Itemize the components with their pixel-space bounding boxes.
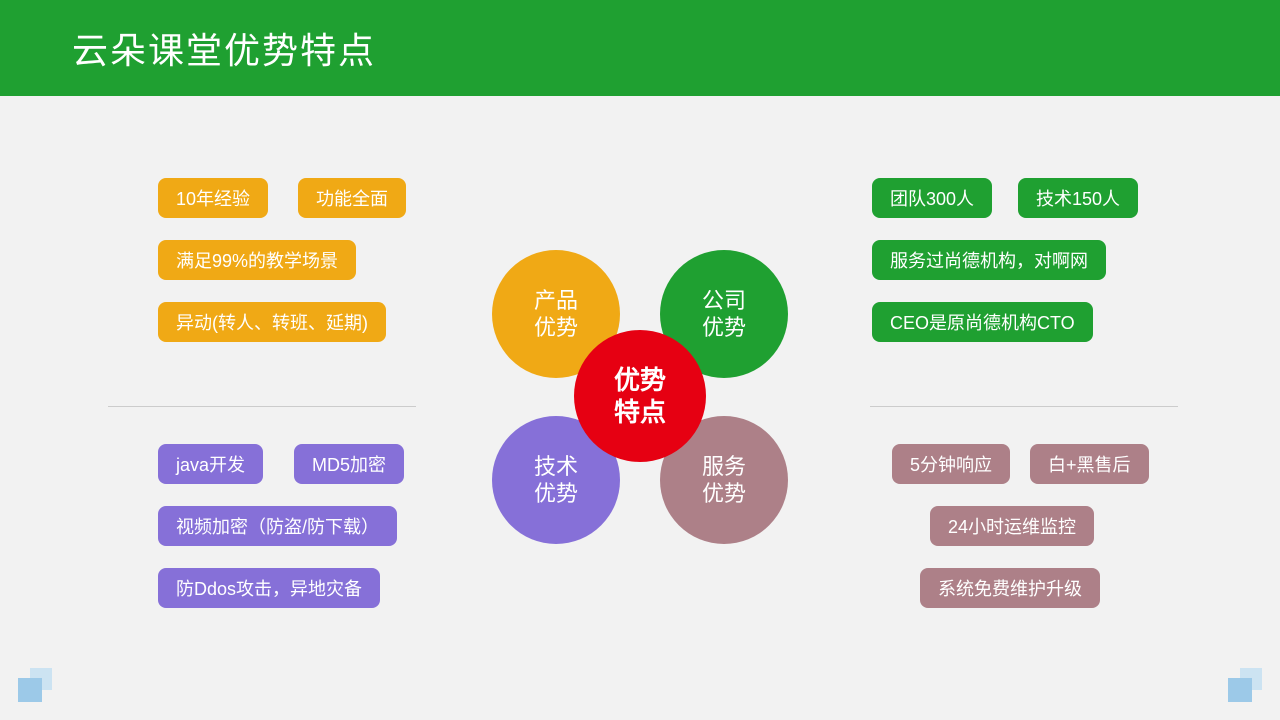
deco-square-icon: [18, 678, 42, 702]
pill-product-2: 满足99%的教学场景: [158, 240, 356, 280]
pill-service-0: 5分钟响应: [892, 444, 1010, 484]
corner-deco-bl: [18, 668, 52, 702]
pill-service-3: 系统免费维护升级: [920, 568, 1100, 608]
petal-label-l1: 技术: [534, 453, 578, 481]
center-label-l2: 特点: [614, 396, 666, 429]
petal-label-l2: 优势: [702, 480, 746, 508]
petal-label-l2: 优势: [702, 314, 746, 342]
divider-left: [108, 406, 416, 407]
pill-company-3: CEO是原尚德机构CTO: [872, 302, 1093, 342]
petal-label-l2: 优势: [534, 480, 578, 508]
deco-square-icon: [1228, 678, 1252, 702]
pill-tech-1: MD5加密: [294, 444, 404, 484]
petal-label-l1: 服务: [702, 453, 746, 481]
pill-product-1: 功能全面: [298, 178, 406, 218]
pill-tech-0: java开发: [158, 444, 263, 484]
pill-company-1: 技术150人: [1018, 178, 1138, 218]
center-label-l1: 优势: [614, 364, 666, 397]
corner-deco-br: [1228, 668, 1262, 702]
pill-tech-2: 视频加密（防盗/防下载）: [158, 506, 397, 546]
petal-label-l2: 优势: [534, 314, 578, 342]
pill-product-0: 10年经验: [158, 178, 268, 218]
petal-label-l1: 产品: [534, 287, 578, 315]
pill-company-2: 服务过尚德机构，对啊网: [872, 240, 1106, 280]
petal-label-l1: 公司: [702, 287, 746, 315]
pill-tech-3: 防Ddos攻击，异地灾备: [158, 568, 380, 608]
pill-service-2: 24小时运维监控: [930, 506, 1094, 546]
pill-service-1: 白+黑售后: [1030, 444, 1149, 484]
center-circle: 优势 特点: [574, 330, 706, 462]
header: 云朵课堂优势特点: [0, 0, 1280, 96]
pill-company-0: 团队300人: [872, 178, 992, 218]
pill-product-3: 异动(转人、转班、延期): [158, 302, 386, 342]
page-title: 云朵课堂优势特点: [72, 22, 376, 74]
divider-right: [870, 406, 1178, 407]
